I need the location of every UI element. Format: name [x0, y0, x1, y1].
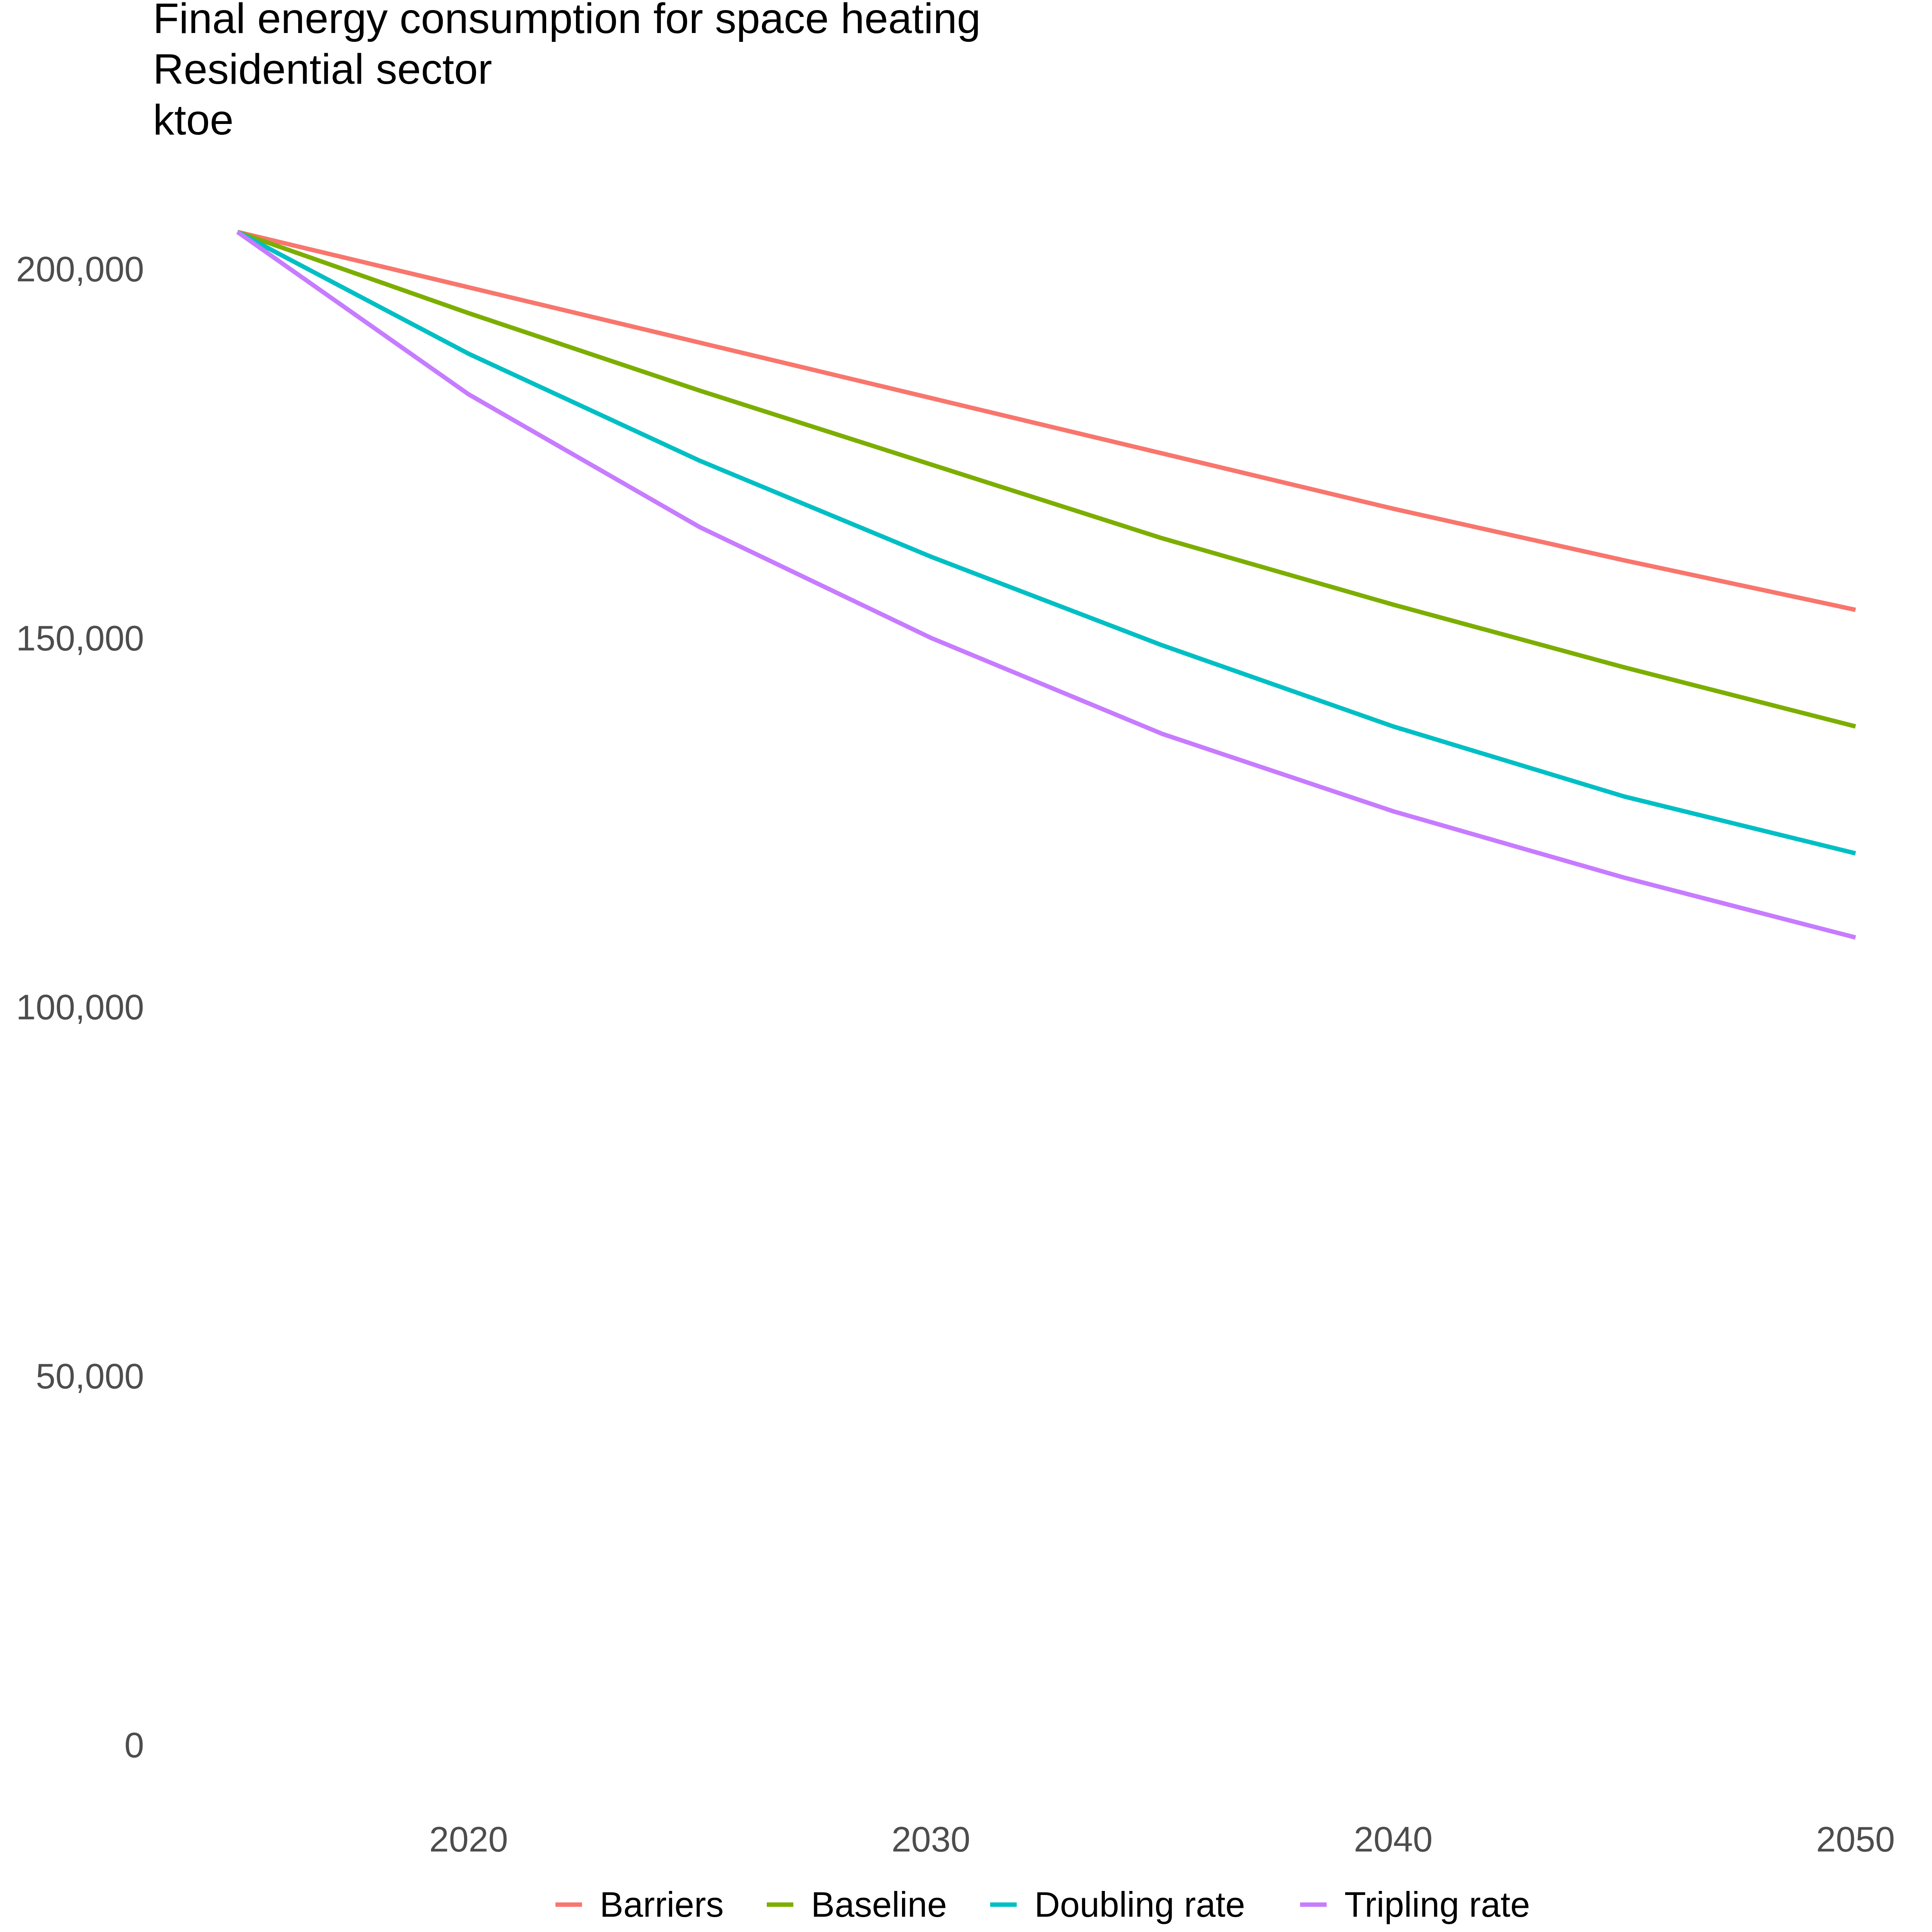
chart-title: Final energy consumption for space heati…	[153, 0, 980, 144]
plot-lines	[236, 229, 1856, 940]
legend-label-barriers: Barriers	[600, 1885, 724, 1924]
legend-label-baseline: Baseline	[811, 1885, 947, 1924]
legend-label-tripling-rate: Tripling rate	[1344, 1885, 1530, 1924]
x-axis: 2020 2030 2040 2050	[429, 1819, 1895, 1859]
chart-title-line-3: ktoe	[153, 96, 233, 144]
x-tick-label: 2030	[892, 1819, 970, 1859]
y-tick-label: 150,000	[16, 618, 144, 658]
legend-label-doubling-rate: Doubling rate	[1034, 1885, 1245, 1924]
x-tick-label: 2050	[1816, 1819, 1895, 1859]
series-line-doubling-rate	[236, 230, 1856, 856]
series-line-barriers	[237, 229, 1856, 612]
legend: Barriers Baseline Doubling rate Tripling ra…	[555, 1885, 1530, 1924]
y-tick-label: 200,000	[16, 249, 144, 289]
chart-title-line-2: Residential sector	[153, 45, 492, 93]
x-tick-label: 2040	[1354, 1819, 1433, 1859]
y-tick-label: 0	[124, 1725, 144, 1765]
series-line-baseline	[237, 230, 1856, 729]
chart-title-line-1: Final energy consumption for space heati…	[153, 0, 980, 42]
y-tick-label: 100,000	[16, 987, 144, 1027]
x-tick-label: 2020	[429, 1819, 508, 1859]
y-tick-label: 50,000	[36, 1356, 144, 1396]
y-axis: 0 50,000 100,000 150,000 200,000	[16, 249, 144, 1765]
series-line-tripling-rate	[236, 230, 1856, 940]
